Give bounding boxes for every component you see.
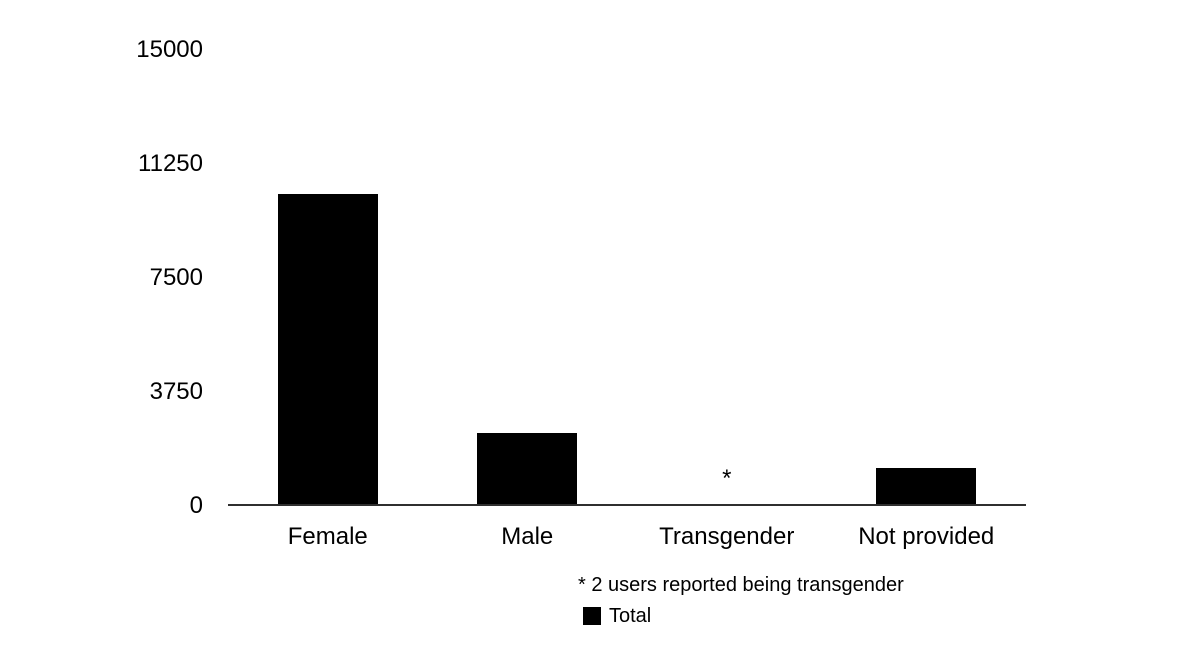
bar-male	[477, 433, 578, 506]
chart-footnote: * 2 users reported being transgender	[578, 574, 904, 596]
x-label-transgender: Transgender	[659, 523, 795, 550]
x-axis-line	[228, 504, 1026, 506]
bar-female	[277, 194, 378, 506]
legend-swatch-total	[583, 607, 601, 625]
y-tick-label-3750: 3750	[149, 378, 203, 405]
y-tick-label-15000: 15000	[136, 36, 203, 63]
y-tick-label-11250: 11250	[138, 150, 203, 177]
annotation-asterisk-transgender: *	[722, 465, 732, 492]
x-label-not-provided: Not provided	[858, 523, 995, 550]
x-label-male: Male	[501, 523, 554, 550]
legend: Total	[583, 606, 651, 626]
y-tick-label-7500: 7500	[149, 264, 203, 291]
x-label-female: Female	[287, 523, 368, 550]
bar-not-provided	[876, 468, 977, 506]
y-tick-label-0: 0	[189, 492, 203, 519]
legend-label-total: Total	[609, 605, 652, 627]
